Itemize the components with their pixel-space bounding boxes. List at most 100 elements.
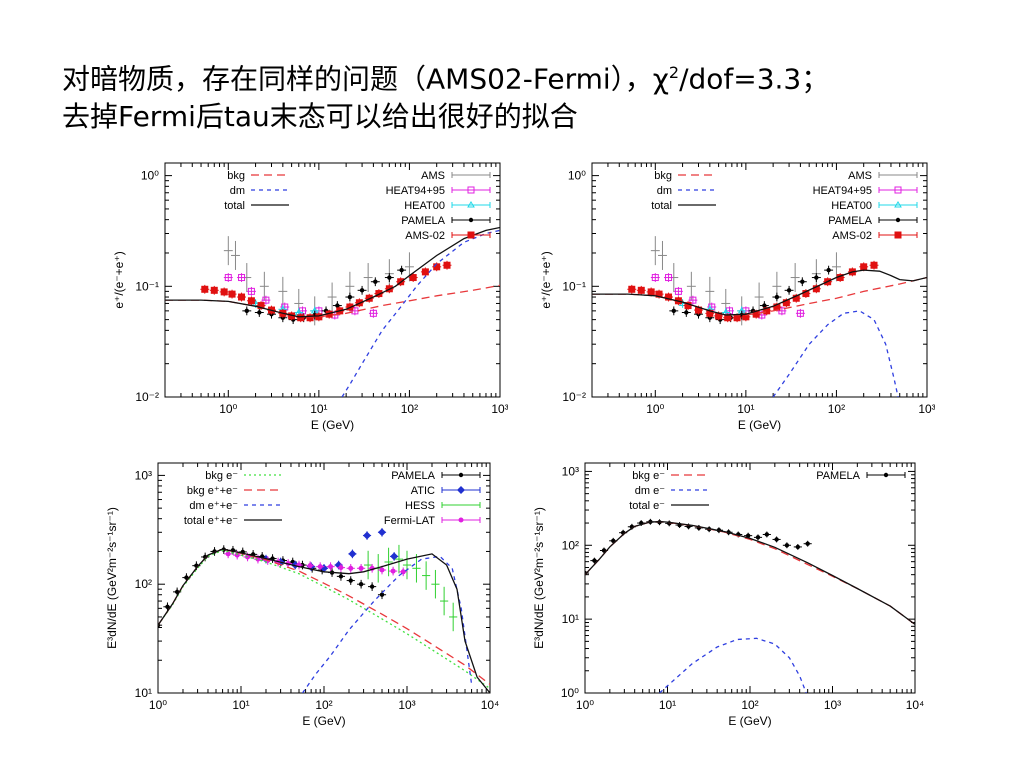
legend-label: total — [224, 200, 245, 212]
data-point — [288, 312, 296, 320]
data-point — [774, 537, 779, 542]
data-point — [390, 568, 396, 574]
plot-area — [585, 518, 915, 693]
data-point — [257, 310, 262, 315]
data-point — [795, 544, 801, 550]
series-heat94-95 — [650, 273, 805, 320]
data-point — [387, 275, 392, 280]
curve-dm — [341, 229, 500, 397]
legend-label: bkg e⁺+e⁻ — [187, 485, 238, 497]
x-axis-label: E (GeV) — [302, 714, 345, 728]
data-point — [220, 288, 228, 296]
data-point — [358, 581, 364, 587]
data-point — [225, 551, 231, 557]
legend-label: PAMELA — [828, 215, 872, 227]
data-point — [786, 288, 792, 293]
data-point — [201, 285, 209, 293]
series-ams-02 — [627, 260, 879, 323]
data-point — [247, 287, 255, 295]
data-point — [379, 592, 385, 597]
legend-label: Fermi-LAT — [384, 515, 435, 527]
y-tick-label: 10¹ — [562, 612, 579, 626]
data-point — [348, 565, 354, 571]
curve-total — [592, 269, 927, 316]
legend-right: AMS HEAT94+95 HEAT00 PAMELA AMS-02 — [386, 170, 491, 242]
data-point — [774, 294, 780, 300]
legend-label: HEAT94+95 — [813, 185, 872, 197]
legend-label: AMS — [421, 170, 445, 182]
slide-title: 对暗物质，存在同样的问题（AMS02-Fermi），χ2/dof=3.3； 去掉… — [62, 54, 1012, 136]
curve-dm — [772, 310, 899, 397]
legend-marker — [894, 231, 902, 239]
data-point — [347, 294, 353, 300]
data-point — [369, 309, 377, 317]
data-point — [860, 263, 868, 271]
data-point — [262, 296, 270, 304]
data-point — [752, 310, 760, 318]
data-point — [674, 287, 682, 295]
legend-marker — [467, 186, 475, 194]
legend-label: HEAT94+95 — [386, 185, 445, 197]
legend-label: AMS — [848, 170, 872, 182]
data-point — [784, 543, 790, 548]
y-tick-label: 10⁻² — [135, 390, 159, 404]
data-point — [742, 313, 750, 321]
plot-frame — [164, 162, 501, 398]
data-point — [812, 285, 820, 293]
x-tick-label: 10⁰ — [576, 698, 594, 712]
data-point — [328, 564, 334, 570]
data-point — [647, 288, 655, 296]
curve-bkg — [165, 284, 500, 318]
data-point — [244, 308, 249, 314]
data-point — [238, 293, 246, 301]
legend-marker — [894, 201, 902, 208]
x-axis-label: E (GeV) — [738, 418, 781, 432]
legend-label: ATIC — [411, 485, 435, 497]
curve-total — [585, 520, 915, 625]
legend-left: bkg dm total — [651, 170, 716, 212]
data-point — [238, 274, 246, 282]
legend-label: bkg e⁻ — [205, 470, 238, 482]
data-point — [375, 290, 383, 298]
x-tick-label: 10³ — [491, 402, 508, 416]
y-tick-label: 10⁰ — [568, 169, 586, 183]
legend-marker — [883, 472, 889, 478]
data-point — [733, 314, 741, 322]
legend-marker — [458, 472, 464, 478]
legend-label: total e⁺+e⁻ — [184, 515, 238, 527]
legend-label: bkg — [654, 170, 672, 182]
data-point — [443, 261, 451, 269]
legend-marker — [468, 217, 474, 223]
legend-label: bkg — [227, 170, 245, 182]
data-point — [684, 310, 689, 315]
data-point — [165, 604, 170, 609]
data-point — [826, 267, 831, 273]
curve-dm — [301, 555, 473, 693]
y-axis-label: e⁺/(e⁻+e⁺) — [539, 251, 553, 308]
x-tick-label: 10² — [401, 402, 418, 416]
legend-label: AMS-02 — [832, 230, 872, 242]
data-point — [338, 574, 344, 579]
plot-frame — [157, 462, 491, 694]
y-tick-label: 10⁰ — [561, 686, 579, 700]
title-line-1a: 对暗物质，存在同样的问题（AMS02-Fermi），χ — [62, 62, 669, 96]
curve-bkg — [592, 276, 927, 316]
legend-label: bkg e⁻ — [632, 470, 665, 482]
data-point — [317, 564, 323, 570]
y-tick-label: 10¹ — [135, 686, 152, 700]
data-point — [400, 569, 406, 575]
data-point — [358, 565, 364, 571]
data-point — [325, 310, 333, 318]
data-point — [628, 285, 636, 293]
data-point — [433, 263, 441, 271]
legend-label: PAMELA — [401, 215, 445, 227]
data-point — [306, 314, 314, 322]
curve-bkg — [585, 520, 915, 625]
data-point — [763, 307, 771, 315]
plot-area — [592, 236, 927, 397]
legend-label: HESS — [405, 500, 435, 512]
data-point — [234, 552, 240, 558]
x-tick-label: 10¹ — [659, 698, 676, 712]
y-axis-label: e⁺/(e⁻+e⁺) — [112, 251, 126, 308]
